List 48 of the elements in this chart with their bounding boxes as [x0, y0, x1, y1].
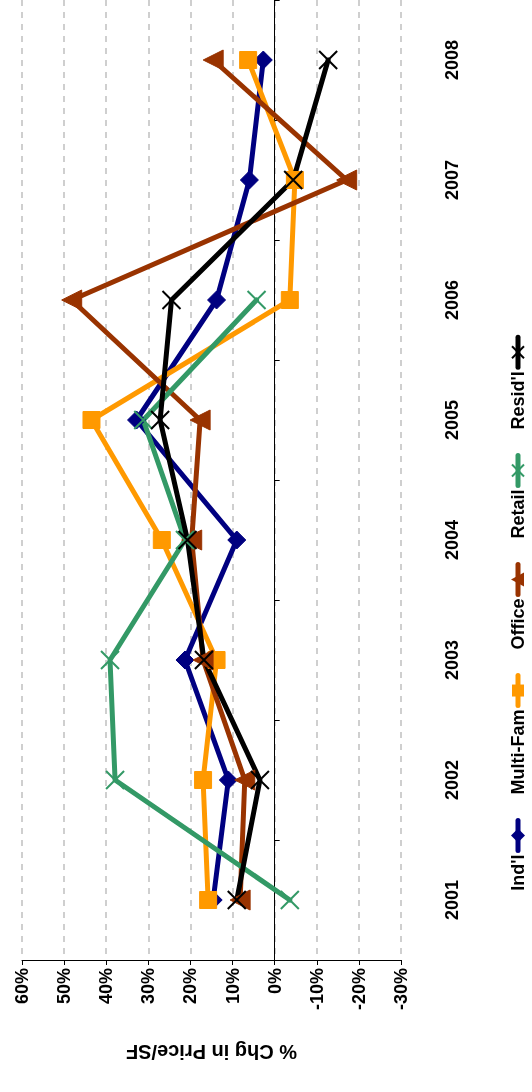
point [336, 169, 358, 191]
point [207, 290, 227, 310]
legend-label: Retail [508, 489, 528, 539]
x-tick-label: -20% [348, 968, 369, 1011]
point [175, 650, 195, 670]
x-tick-label: 60% [12, 968, 32, 1005]
point [82, 411, 101, 429]
y-tick-label: 2005 [442, 399, 462, 441]
legend-label: Multi-Fam [508, 709, 528, 795]
point [189, 409, 211, 431]
point [234, 769, 256, 791]
point [218, 770, 238, 790]
legend-label: Ind'l [508, 854, 528, 891]
x-tick-label: 40% [96, 968, 117, 1005]
point [279, 890, 300, 910]
point [318, 50, 339, 70]
point [239, 170, 259, 190]
point [105, 770, 126, 790]
point [239, 51, 258, 69]
point [199, 891, 218, 909]
point [61, 289, 83, 311]
x-tick-label: 30% [138, 968, 159, 1005]
x-axis-title: % Chg in Price/SF [125, 1041, 298, 1063]
legend-label: Office [508, 598, 528, 650]
y-tick-label: 2006 [442, 279, 462, 321]
x-tick-label: 20% [180, 968, 201, 1005]
x-tick-label: 10% [222, 968, 243, 1005]
point [249, 770, 270, 790]
point [202, 49, 224, 71]
point [194, 771, 213, 789]
x-tick-label: 50% [54, 968, 75, 1005]
point [280, 291, 299, 309]
y-tick-label: 2007 [442, 159, 462, 201]
y-tick-label: 2008 [442, 39, 462, 81]
y-tick-label: 2003 [442, 639, 462, 681]
y-tick-label: 2004 [442, 519, 462, 561]
point [133, 410, 154, 430]
x-tick-label: 0% [264, 968, 285, 995]
legend-label: Resid'l [508, 371, 528, 430]
point [246, 290, 267, 310]
y-tick-label: 2002 [442, 759, 462, 801]
point [100, 650, 121, 670]
x-tick-label: -10% [306, 968, 327, 1011]
point [152, 531, 171, 549]
y-tick-label: 2001 [442, 879, 462, 921]
point [150, 410, 171, 430]
point [227, 530, 247, 550]
x-tick-label: -30% [391, 968, 411, 1011]
